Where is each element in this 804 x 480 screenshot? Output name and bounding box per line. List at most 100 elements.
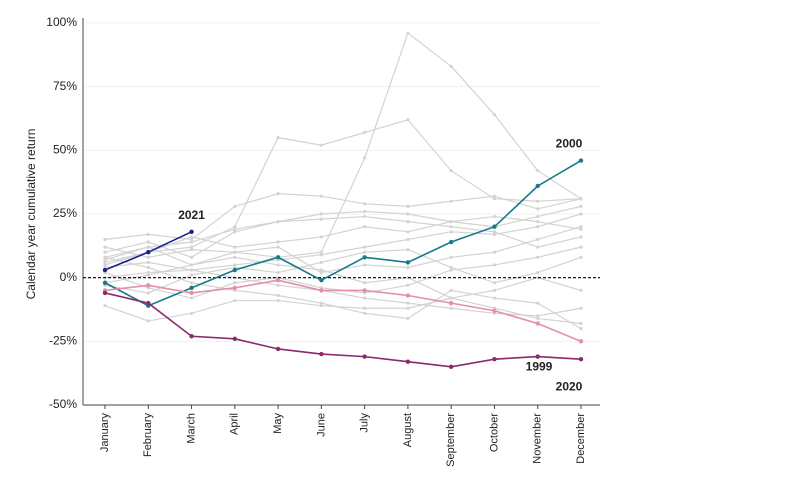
point xyxy=(275,346,281,352)
point xyxy=(579,288,583,292)
point xyxy=(276,220,280,224)
point xyxy=(146,300,151,306)
x-tick-label: October xyxy=(488,413,500,452)
point xyxy=(406,204,410,208)
point xyxy=(363,311,367,315)
point xyxy=(102,290,108,296)
point xyxy=(189,248,194,252)
point xyxy=(146,291,150,295)
point xyxy=(319,253,323,257)
point xyxy=(146,245,150,249)
x-tick-label: November xyxy=(532,413,544,464)
x-tick-label: April xyxy=(229,413,241,435)
point xyxy=(405,293,411,298)
point xyxy=(276,192,280,196)
point xyxy=(406,237,410,242)
point xyxy=(449,169,453,173)
point xyxy=(319,351,324,357)
point xyxy=(449,64,453,68)
y-tick-label: 75% xyxy=(53,79,77,93)
point xyxy=(406,212,410,216)
point xyxy=(276,245,280,249)
point xyxy=(146,319,150,323)
series-line xyxy=(104,193,582,241)
point xyxy=(492,224,497,229)
point xyxy=(233,204,237,208)
point xyxy=(232,285,238,291)
point xyxy=(275,278,281,283)
x-tick-label: February xyxy=(142,413,154,458)
point xyxy=(579,327,583,331)
point xyxy=(578,339,584,344)
point xyxy=(189,255,194,259)
point xyxy=(233,227,237,231)
point xyxy=(319,235,323,239)
point xyxy=(535,354,540,359)
point xyxy=(319,217,323,221)
point xyxy=(102,267,108,273)
point xyxy=(579,227,583,231)
point xyxy=(579,204,583,208)
x-tick-label: August xyxy=(402,413,414,447)
y-tick-label: 50% xyxy=(53,143,77,157)
point xyxy=(536,225,540,229)
point xyxy=(406,306,410,310)
point xyxy=(492,288,497,292)
point xyxy=(406,220,410,224)
point xyxy=(535,321,540,326)
point xyxy=(276,298,280,303)
series-label: 2021 xyxy=(178,208,205,222)
series-line xyxy=(104,292,582,368)
point xyxy=(492,232,497,236)
point xyxy=(449,199,453,203)
point xyxy=(146,232,150,236)
point xyxy=(319,212,323,216)
point xyxy=(276,263,280,267)
series-line xyxy=(104,261,582,317)
y-tick-label: 0% xyxy=(60,270,78,284)
point xyxy=(579,245,583,249)
series-line xyxy=(104,297,582,325)
point xyxy=(363,263,367,267)
point xyxy=(406,118,410,122)
series-line xyxy=(104,205,582,258)
point xyxy=(319,268,323,272)
point xyxy=(406,248,410,252)
point xyxy=(448,300,454,306)
point xyxy=(492,113,497,117)
y-axis-title: Calendar year cumulative return xyxy=(24,129,38,300)
point xyxy=(103,258,107,262)
point xyxy=(449,296,453,300)
point xyxy=(449,265,453,270)
point xyxy=(536,237,540,242)
point xyxy=(579,235,583,239)
series-label: 2020 xyxy=(556,379,583,393)
point xyxy=(189,290,194,296)
point xyxy=(189,273,194,277)
point xyxy=(536,214,540,219)
point xyxy=(579,212,583,216)
point xyxy=(146,283,151,288)
point xyxy=(536,255,540,259)
point xyxy=(362,288,367,293)
point xyxy=(579,255,583,259)
point xyxy=(579,306,583,310)
point xyxy=(319,194,323,198)
point xyxy=(233,255,237,259)
point xyxy=(492,230,497,234)
point xyxy=(146,260,150,264)
point xyxy=(276,293,280,298)
point xyxy=(103,263,107,267)
series-line xyxy=(104,32,582,266)
series-line xyxy=(104,256,582,299)
point xyxy=(405,260,411,265)
point xyxy=(363,156,367,160)
x-tick-label: January xyxy=(99,413,111,453)
point xyxy=(146,270,150,275)
point xyxy=(276,240,280,244)
point xyxy=(189,281,194,285)
point xyxy=(102,280,108,285)
point xyxy=(319,304,323,308)
point xyxy=(406,31,410,35)
